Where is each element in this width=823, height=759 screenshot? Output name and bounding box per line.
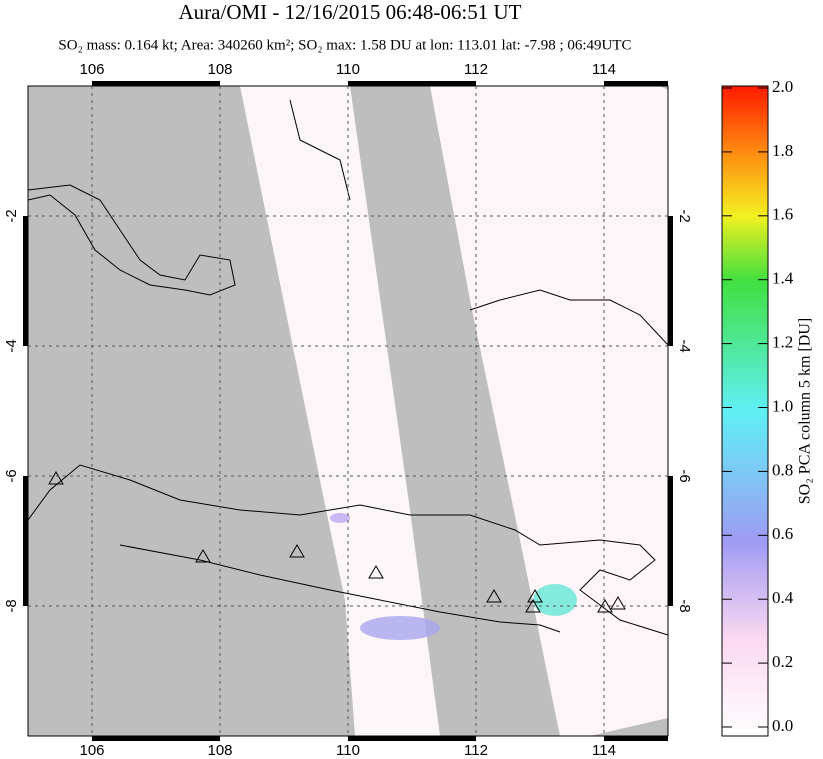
y-tick-label: -4 <box>3 339 20 352</box>
so2-plume <box>330 513 350 523</box>
colorbar-tick-label: 0.8 <box>772 460 793 479</box>
swath <box>240 86 440 736</box>
x-tick-label: 110 <box>336 61 360 78</box>
y-tick-label: -4 <box>676 339 693 352</box>
border-bar <box>23 476 28 606</box>
colorbar-tick-label: 1.4 <box>772 269 794 288</box>
volcanoes <box>48 471 626 613</box>
x-tick-label: 108 <box>207 61 232 78</box>
colorbar-tick-label: 1.6 <box>772 205 793 224</box>
swath <box>430 86 668 736</box>
border-bar <box>668 476 673 606</box>
border-bar <box>23 216 28 346</box>
border-bar <box>92 736 220 741</box>
colorbar-tick-label: 1.0 <box>772 396 793 415</box>
y-tick-label: -6 <box>3 469 20 482</box>
border-bar <box>92 81 220 86</box>
border-bar <box>348 81 476 86</box>
x-tick-label: 114 <box>592 61 616 78</box>
colorbar-tick-label: 1.8 <box>772 141 793 160</box>
y-tick-label: -2 <box>676 209 693 222</box>
border-bar <box>348 736 476 741</box>
so2-plume <box>533 584 577 616</box>
colorbar-tick-label: 1.2 <box>772 333 793 352</box>
colorbar-tick-label: 2.0 <box>772 77 793 96</box>
x-tick-label: 112 <box>464 742 488 759</box>
colorbar-tick-label: 0.2 <box>772 652 793 671</box>
colorbar-tick-label: 0.6 <box>772 524 793 543</box>
x-tick-label: 114 <box>592 742 616 759</box>
y-tick-label: -8 <box>3 599 20 612</box>
colorbar-tick-label: 0.0 <box>772 716 793 735</box>
colorbar <box>721 85 769 737</box>
y-tick-label: -6 <box>676 469 693 482</box>
colorbar-title: SO₂ PCA column 5 km [DU] <box>797 318 814 504</box>
so2-plume <box>360 616 440 640</box>
title: Aura/OMI - 12/16/2015 06:48-06:51 UT <box>179 0 522 24</box>
border-bar <box>668 216 673 346</box>
x-tick-label: 110 <box>336 742 360 759</box>
y-tick-label: -8 <box>676 599 693 612</box>
x-tick-label: 112 <box>464 61 488 78</box>
x-tick-label: 106 <box>79 742 104 759</box>
border-bar <box>604 736 668 741</box>
border-bar <box>604 81 668 86</box>
subtitle: SO₂ mass: 0.164 kt; Area: 340260 km²; SO… <box>58 37 631 53</box>
colorbar-tick-label: 0.4 <box>772 588 794 607</box>
x-tick-label: 108 <box>207 742 232 759</box>
x-tick-label: 106 <box>79 61 104 78</box>
y-tick-label: -2 <box>3 209 20 222</box>
